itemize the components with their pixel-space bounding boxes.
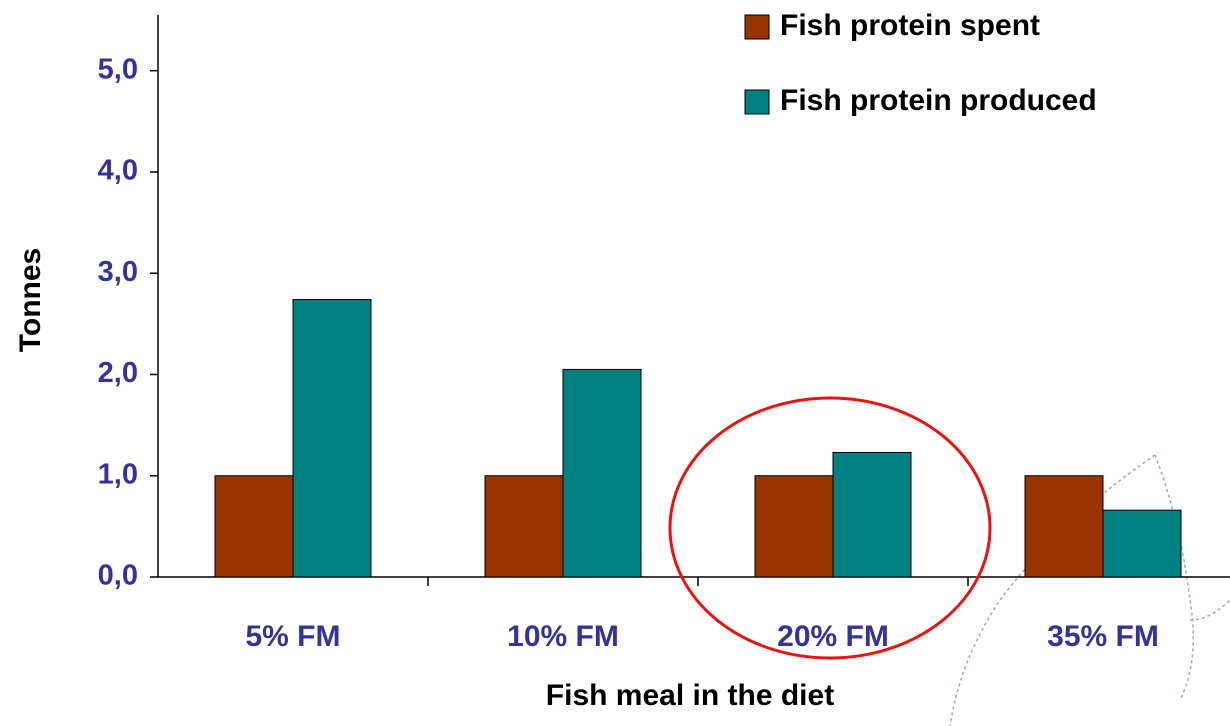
bar (484, 475, 564, 578)
x-tick-label: 20% FM (777, 620, 889, 653)
bar (214, 475, 294, 578)
y-tick-label: 1,0 (98, 458, 138, 490)
y-tick-label: 0,0 (98, 560, 138, 592)
x-tick-label: 5% FM (245, 620, 340, 653)
legend-label: Fish protein produced (780, 84, 1097, 117)
x-tick-label: 35% FM (1047, 620, 1159, 653)
bar (1102, 509, 1182, 578)
y-axis-title: Tonnes (14, 248, 47, 352)
x-tick-label: 10% FM (507, 620, 619, 653)
legend-swatch (744, 14, 770, 40)
decoration (949, 454, 1156, 726)
bar (1024, 475, 1104, 578)
legend-swatch (744, 89, 770, 115)
bar (754, 475, 834, 578)
y-tick-label: 2,0 (98, 357, 138, 389)
bar (292, 299, 372, 578)
x-axis-title: Fish meal in the diet (546, 679, 834, 712)
y-tick-label: 3,0 (98, 256, 138, 288)
decoration (1189, 599, 1230, 621)
bar (832, 451, 912, 578)
highlight-circle (668, 396, 992, 660)
bar (562, 368, 642, 578)
legend-label: Fish protein spent (780, 9, 1040, 42)
y-tick-label: 5,0 (98, 53, 138, 85)
y-tick-label: 4,0 (98, 155, 138, 187)
